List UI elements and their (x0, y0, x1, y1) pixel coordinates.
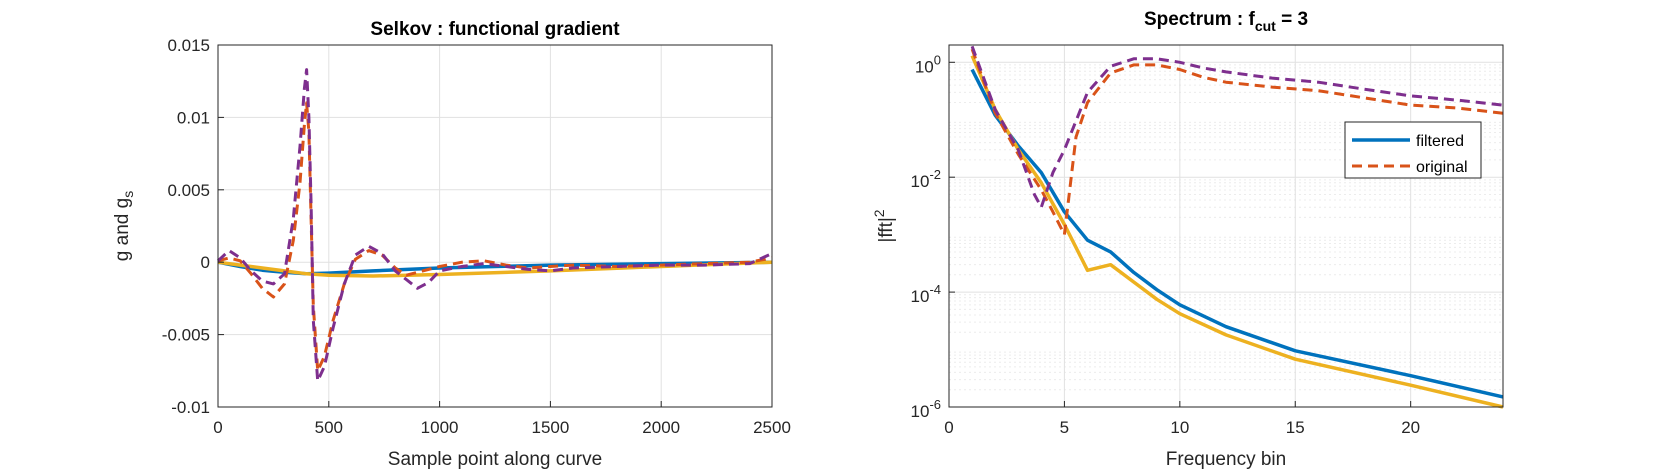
x-tick-label: 0 (213, 418, 222, 437)
y-axis-label-main: g and g (112, 198, 133, 261)
ticks: 0 500 1000 1500 2000 2500 -0.01 -0.005 0 0.005 0.0… (162, 36, 791, 437)
x-tick-label: 1000 (421, 418, 459, 437)
series-line-filtered (970, 68, 1504, 399)
axes-box (217, 44, 773, 408)
y-tick-label: 0.005 (167, 181, 210, 200)
spectrum-chart: 0 5 10 15 20 10-6 10-4 10-2 100 Spectrum : fcut … (871, 9, 1504, 470)
x-tick-label: 1500 (531, 418, 569, 437)
chart-title: Selkov : functional gradient (370, 19, 620, 40)
chart-title: Spectrum : fcut = 3 (1144, 9, 1308, 34)
y-tick-label: 0.01 (177, 108, 210, 127)
y-tick-label: 0.015 (167, 36, 210, 55)
y-tick-label: 10-4 (911, 282, 941, 306)
x-tick-label: 2000 (642, 418, 680, 437)
series-group (216, 68, 773, 383)
y-tick-label: 0 (201, 253, 210, 272)
y-tick-label: 100 (915, 52, 941, 76)
y-tick-label: 10-2 (911, 167, 941, 191)
ticks: 0 5 10 15 20 10-6 10-4 10-2 100 (911, 52, 1421, 437)
series-line-s3 (216, 68, 773, 383)
legend-label-original: original (1416, 159, 1468, 176)
y-axis-label-main: |fft| (876, 217, 897, 242)
y-axis-label-sub: s (120, 191, 136, 198)
plot-area (218, 45, 772, 407)
x-tick-label: 500 (315, 418, 343, 437)
chart-title-suffix: = 3 (1276, 9, 1308, 30)
y-tick-label: 10-6 (911, 397, 941, 421)
plot-area (949, 45, 1503, 407)
axes-box (948, 44, 1504, 408)
x-axis-label: Frequency bin (1166, 449, 1286, 470)
x-tick-label: 5 (1060, 418, 1069, 437)
chart-title-main: Spectrum : f (1144, 9, 1256, 30)
x-tick-label: 15 (1286, 418, 1305, 437)
x-tick-label: 0 (944, 418, 953, 437)
y-axis-label-sup: 2 (871, 209, 887, 217)
series-line-s3 (970, 45, 1504, 209)
legend: filtered original (1344, 121, 1482, 179)
x-tick-label: 20 (1401, 418, 1420, 437)
legend-label-filtered: filtered (1416, 133, 1464, 150)
gradient-chart: 0 500 1000 1500 2000 2500 -0.01 -0.005 0 0.005 0.0… (112, 19, 791, 470)
x-tick-label: 10 (1170, 418, 1189, 437)
series-group (970, 45, 1504, 409)
series-line-s1 (217, 260, 773, 278)
legend-box (1344, 121, 1482, 179)
y-tick-label: -0.01 (171, 398, 210, 417)
chart-title-sub: cut (1255, 18, 1276, 34)
series-line-s1 (970, 55, 1504, 409)
y-axis-label: g and gs (112, 191, 136, 261)
series-line-s2 (217, 101, 773, 373)
y-tick-label: -0.005 (162, 326, 210, 345)
x-axis-label: Sample point along curve (388, 449, 602, 470)
series-line-original (970, 48, 1504, 237)
x-tick-label: 2500 (753, 418, 791, 437)
y-axis-label: |fft|2 (871, 209, 897, 242)
